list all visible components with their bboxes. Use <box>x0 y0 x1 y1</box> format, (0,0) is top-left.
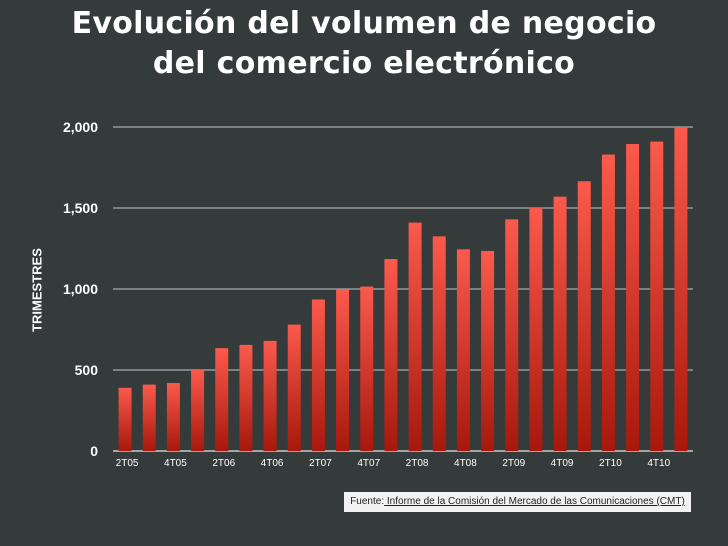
bar-2T06 <box>215 348 229 451</box>
y-tick-label: 2,000 <box>63 119 98 135</box>
bar-3T09 <box>529 207 543 451</box>
x-tick-label: 4T05 <box>164 458 187 469</box>
bar-3T05 <box>142 384 156 451</box>
y-tick-label: 1,000 <box>63 281 98 297</box>
bars <box>118 127 688 452</box>
bar-3T07 <box>336 289 350 451</box>
bar-4T07 <box>360 286 374 451</box>
y-tick-labels: 0 500 1,000 1,500 2,000 <box>63 119 98 459</box>
x-tick-label: 2T08 <box>406 458 429 469</box>
bar-2T07 <box>311 299 325 451</box>
x-tick-label: 2T07 <box>309 458 332 469</box>
x-tick-label: 4T08 <box>454 458 477 469</box>
y-tick-label: 1,500 <box>63 200 98 216</box>
bar-2T10 <box>601 154 615 452</box>
bar-1T11 <box>674 127 688 451</box>
bar-1T09 <box>481 250 495 451</box>
x-tick-label: 4T07 <box>357 458 380 469</box>
x-tick-label: 4T09 <box>551 458 574 469</box>
bar-2T08 <box>408 222 422 451</box>
bar-1T06 <box>191 370 205 451</box>
x-tick-label: 4T06 <box>261 458 284 469</box>
title-line-2: del comercio electrónico <box>152 46 576 81</box>
y-axis-label: TRIMESTRES <box>29 248 45 332</box>
title-line-1: Evolución del volumen de negocio <box>71 6 657 41</box>
y-tick-label: 500 <box>75 362 99 378</box>
x-tick-labels: 2T05 4T05 2T06 4T06 2T07 4T07 2T08 4T08 2T09 4T09… <box>116 458 671 469</box>
bar-2T09 <box>505 219 519 451</box>
bar-2T05 <box>118 387 132 451</box>
bar-3T10 <box>626 144 640 451</box>
bar-4T10 <box>650 141 664 451</box>
bar-1T10 <box>577 181 591 451</box>
bar-4T09 <box>553 196 567 451</box>
x-tick-label: 2T09 <box>502 458 525 469</box>
bar-4T05 <box>166 382 180 451</box>
x-tick-label: 2T10 <box>599 458 622 469</box>
source-note: Fuente: Informe de la Comisión del Merca… <box>344 492 691 512</box>
bar-1T08 <box>384 259 398 451</box>
bar-4T08 <box>456 249 470 451</box>
gridlines <box>113 126 693 452</box>
x-tick-label: 2T06 <box>212 458 235 469</box>
bar-1T07 <box>287 324 301 451</box>
bar-3T08 <box>432 236 446 451</box>
bar-3T06 <box>239 344 253 451</box>
bar-4T06 <box>263 340 277 451</box>
source-prefix: Fuente: <box>350 496 385 507</box>
chart-title: Evolución del volumen de negocio del com… <box>0 0 728 84</box>
source-link[interactable]: Informe de la Comisión del Mercado de la… <box>384 496 685 507</box>
y-tick-label: 0 <box>90 443 98 459</box>
x-tick-label: 4T10 <box>647 458 670 469</box>
x-tick-label: 2T05 <box>116 458 139 469</box>
